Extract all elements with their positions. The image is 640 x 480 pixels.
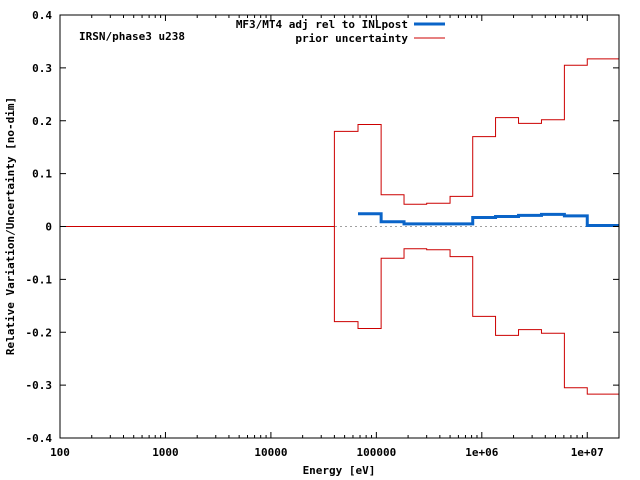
y-tick-label: 0.4 (32, 9, 52, 22)
x-tick-label: 100000 (356, 446, 396, 459)
series-adjustment-line (358, 212, 619, 227)
y-axis-label: Relative Variation/Uncertainty [no-dim] (4, 97, 17, 355)
x-tick-label: 1e+07 (571, 446, 604, 459)
legend-label: MF3/MT4 adj rel to INLpost (236, 18, 408, 31)
y-tick-label: 0 (45, 221, 52, 234)
y-tick-label: 0.1 (32, 168, 52, 181)
y-tick-label: -0.1 (26, 273, 53, 286)
y-tick-label: 0.3 (32, 62, 52, 75)
x-tick-label: 1000 (152, 446, 179, 459)
x-tick-label: 10000 (254, 446, 287, 459)
y-tick-label: -0.4 (26, 432, 53, 445)
x-tick-label: 100 (50, 446, 70, 459)
series-prior-uncertainty-lower (60, 226, 619, 395)
x-tick-label: 1e+06 (465, 446, 498, 459)
annotation-label: IRSN/phase3 u238 (79, 30, 185, 43)
legend-label: prior uncertainty (295, 32, 408, 45)
series-prior-uncertainty-upper (60, 58, 619, 227)
series-group (60, 58, 619, 395)
y-tick-label: 0.2 (32, 115, 52, 128)
y-tick-label: -0.2 (26, 326, 53, 339)
y-tick-label: -0.3 (26, 379, 53, 392)
x-axis-label: Energy [eV] (303, 464, 376, 477)
